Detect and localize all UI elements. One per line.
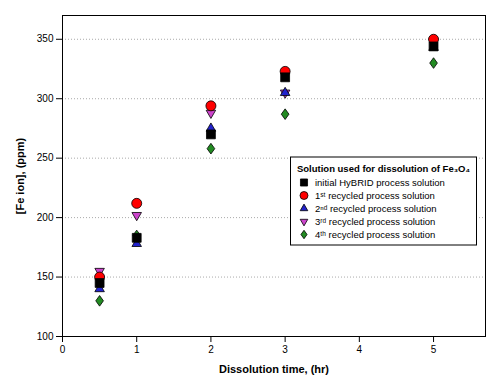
svg-text:0: 0 xyxy=(60,344,66,355)
svg-text:Dissolution time, (hr): Dissolution time, (hr) xyxy=(219,363,329,375)
svg-text:3: 3 xyxy=(282,344,288,355)
svg-text:350: 350 xyxy=(37,33,54,44)
svg-text:5: 5 xyxy=(431,344,437,355)
html-text:Solution used for dissolution: Solution used for dissolution of Fe₃O₄ xyxy=(296,162,470,174)
svg-text:2: 2 xyxy=(208,344,214,355)
svg-text:1: 1 xyxy=(134,344,140,355)
html-text:2ⁿᵈ recycled process solution: 2ⁿᵈ recycled process solution xyxy=(314,202,437,214)
svg-text:[Fe ion], (ppm): [Fe ion], (ppm) xyxy=(14,137,26,214)
svg-text:200: 200 xyxy=(37,212,54,223)
html-text:initial HyBRID process solutio: initial HyBRID process solution xyxy=(314,176,445,188)
html-text:4ᵗʰ recycled process solution: 4ᵗʰ recycled process solution xyxy=(314,228,436,240)
svg-text:100: 100 xyxy=(37,331,54,342)
svg-text:300: 300 xyxy=(37,93,54,104)
html-text:3ʳᵈ recycled process solution: 3ʳᵈ recycled process solution xyxy=(314,215,436,227)
svg-text:250: 250 xyxy=(37,152,54,163)
html-text:1ˢᵗ recycled process solution: 1ˢᵗ recycled process solution xyxy=(314,189,435,201)
svg-text:150: 150 xyxy=(37,271,54,282)
svg-text:4: 4 xyxy=(357,344,363,355)
